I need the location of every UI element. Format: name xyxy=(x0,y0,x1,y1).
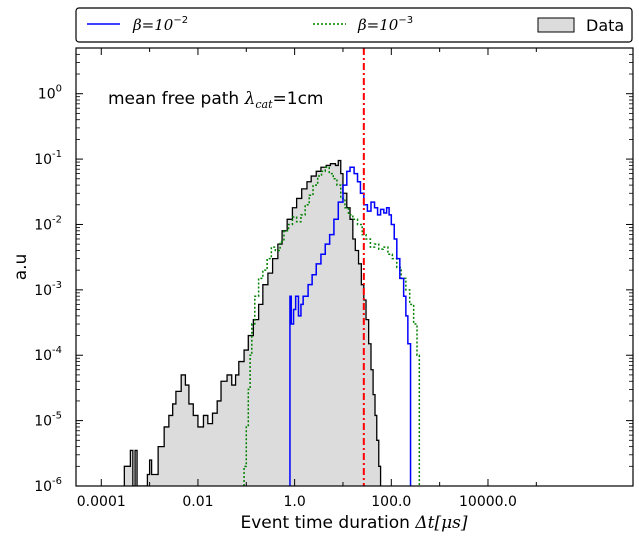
axis-ticks: 0.0001 0.01 1.0 100.0 10000.0 10-6 10-5 10-4 10-… xyxy=(34,48,634,510)
y-tick-label: 10-5 xyxy=(34,411,62,430)
legend-beta-m3-exp: −3 xyxy=(398,15,413,26)
legend-label-data: Data xyxy=(586,16,624,35)
legend-beta-m3-base: β=10 xyxy=(357,16,399,34)
annotation-suffix: =1cm xyxy=(273,89,324,109)
y-tick-label: 10-4 xyxy=(34,345,62,364)
y-tick-label: 100 xyxy=(38,84,62,103)
legend-beta-m2-exp: −2 xyxy=(173,15,188,26)
legend-swatch-data xyxy=(537,17,575,33)
y-tick-label: 10-1 xyxy=(34,149,62,168)
y-tick-label: 10-3 xyxy=(34,280,62,299)
x-axis-label: Event time duration Δt[μs] xyxy=(240,513,467,533)
annotation-lambda: λ xyxy=(244,89,256,109)
series-data-fill xyxy=(124,160,381,486)
legend-beta-m2-base: β=10 xyxy=(132,16,174,34)
x-axis-label-text: Event time duration xyxy=(240,513,415,533)
x-tick-label: 100.0 xyxy=(371,494,411,510)
legend-label-beta-m2: β=10−2 xyxy=(132,15,188,34)
annotation-text: mean free path λcat=1cm xyxy=(108,89,323,111)
y-axis-label: a.u xyxy=(11,254,31,281)
series-beta_m2-line xyxy=(289,166,412,486)
series-data-outline xyxy=(123,159,382,486)
x-tick-label: 1.0 xyxy=(283,494,305,510)
y-tick-label: 10-2 xyxy=(34,214,62,233)
x-tick-label: 0.01 xyxy=(182,494,213,510)
x-tick-label: 0.0001 xyxy=(77,494,126,510)
x-axis-label-math: Δt[μs] xyxy=(414,513,468,533)
legend-box xyxy=(75,7,633,43)
annotation-subscript: cat xyxy=(255,98,273,111)
plot-frame xyxy=(75,47,634,487)
y-tick-label: 10-6 xyxy=(34,476,62,495)
legend-label-beta-m3: β=10−3 xyxy=(357,15,413,34)
annotation-prefix: mean free path xyxy=(108,89,245,109)
legend: β=10−2 β=10−3 Data xyxy=(75,7,633,43)
series-layer xyxy=(123,159,421,486)
x-tick-label: 10000.0 xyxy=(459,494,517,510)
series-beta_m3-line xyxy=(243,166,421,486)
